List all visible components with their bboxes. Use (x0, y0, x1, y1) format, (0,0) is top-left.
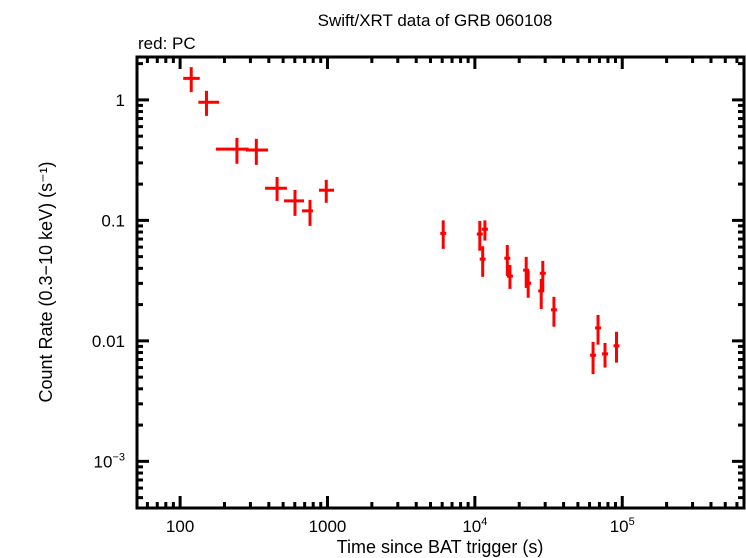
x-tick-label: 100 (166, 517, 194, 536)
data-point (246, 138, 269, 165)
data-point (595, 314, 602, 345)
y-tick-label: 0.1 (101, 211, 125, 230)
y-tick-label: 0.01 (92, 332, 125, 351)
data-point (538, 278, 545, 309)
data-point (183, 67, 200, 93)
data-point (302, 199, 313, 226)
data-point (539, 260, 546, 290)
y-axis-label: Count Rate (0.3−10 keV) (s⁻¹) (36, 161, 56, 402)
x-tick-label: 1000 (309, 517, 347, 536)
data-point (504, 244, 511, 276)
chart-title: Swift/XRT data of GRB 060108 (318, 11, 553, 30)
data-point (284, 189, 305, 216)
data-point (476, 220, 483, 251)
data-point (318, 179, 334, 203)
plot-frame (135, 55, 746, 510)
data-point (602, 342, 609, 368)
data-point (613, 331, 620, 363)
data-point (440, 220, 447, 249)
x-tick-label: 104 (462, 516, 487, 536)
y-tick-label: 1 (116, 91, 125, 110)
data-point (481, 220, 488, 241)
x-axis-label: Time since BAT trigger (s) (337, 537, 544, 557)
data-point (590, 341, 597, 375)
data-point (215, 137, 249, 164)
data-point (479, 246, 486, 277)
x-tick-label: 105 (610, 516, 635, 536)
data-point (506, 264, 513, 289)
data-point (525, 270, 532, 298)
y-tick-label: 10−3 (94, 451, 125, 471)
chart-subtitle: red: PC (138, 34, 196, 53)
data-point (265, 177, 287, 201)
data-point (198, 90, 220, 116)
data-point (550, 296, 557, 327)
